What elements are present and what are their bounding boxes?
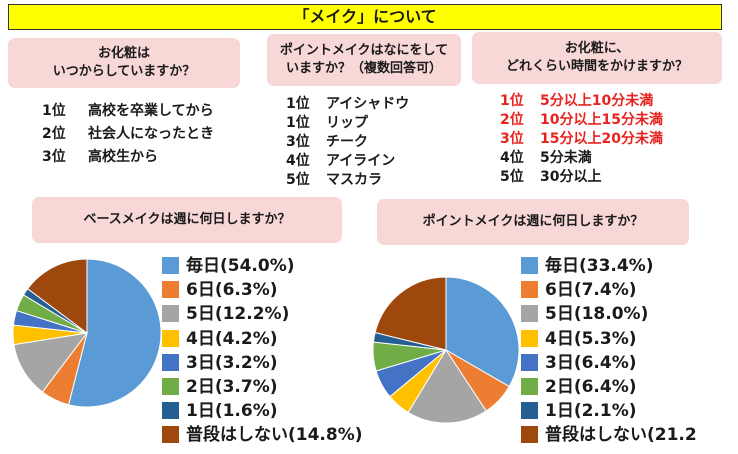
page-title: 「メイク」について (8, 4, 722, 30)
legend-label: 4日(4.2%) (186, 328, 278, 349)
legend-base-makeup: 毎日(54.0%) 6日(6.3%) 5日(12.2%) 4日(4.2%) 3日(3.2… (162, 255, 372, 451)
legend-label: 2日(6.4%) (545, 377, 637, 397)
legend-label: 1日(1.6%) (186, 401, 278, 422)
answer-rank: 1位 (286, 115, 310, 131)
legend-label: 1日(2.1%) (545, 401, 637, 422)
legend-swatch (521, 305, 538, 323)
pie-slice-8 (26, 258, 88, 334)
answer-row: 5位 30分以上 (500, 167, 601, 187)
legend-swatch (521, 257, 538, 274)
legend-label: 2日(3.7%) (186, 377, 278, 397)
answer-text: チーク (326, 134, 368, 150)
question-line: お化粧は (97, 46, 150, 61)
answer-row: 4位 5分未満 (500, 148, 592, 168)
answer-rank: 3位 (286, 134, 310, 150)
answer-text: リップ (326, 115, 368, 131)
legend-swatch (162, 402, 179, 420)
answer-text: 社会人になったとき (88, 126, 214, 142)
answer-rank: 5位 (286, 172, 310, 188)
legend-swatch (162, 426, 179, 444)
answer-text: アイシャドウ (326, 96, 410, 112)
answer-rank: 2位 (500, 112, 524, 128)
answer-text: 5分以上10分未満 (540, 93, 654, 109)
answer-text: 5分未満 (540, 150, 592, 166)
legend-label: 4日(5.3%) (545, 328, 637, 349)
legend-swatch (521, 353, 538, 371)
question-line: いつからしていますか？ (52, 64, 196, 79)
answer-row: 1位 高校を卒業してから (42, 101, 214, 121)
answer-text: 15分以上20分未満 (540, 131, 663, 147)
legend-point-makeup: 毎日(33.4%) 6日(7.4%) 5日(18.0%) 4日(5.3%) 3日(6.4… (521, 255, 738, 451)
answer-rank: 1位 (500, 93, 524, 109)
legend-swatch (162, 305, 179, 323)
pie-slice-3 (407, 349, 487, 424)
answer-rank: 1位 (286, 96, 310, 112)
answer-text: マスカラ (326, 172, 382, 188)
legend-label: 6日(7.4%) (545, 280, 637, 301)
answer-rank: 3位 (42, 149, 66, 165)
legend-label: 毎日(33.4%) (545, 256, 654, 276)
legend-swatch (162, 329, 179, 347)
answer-row: 3位 チーク (286, 132, 368, 152)
answer-row-highlight: 1位 5分以上10分未満 (500, 91, 653, 111)
legend-label: 5日(18.0%) (545, 304, 649, 325)
pie-chart-base-makeup (12, 258, 162, 408)
pie-chart-point-makeup (372, 276, 520, 424)
answer-rank: 5位 (500, 169, 524, 185)
legend-label: 3日(6.4%) (545, 352, 637, 373)
legend-swatch (162, 257, 179, 274)
chart-title-point-makeup: ポイントメイクは週に何日しますか？ (377, 199, 689, 245)
answer-row: 2位 社会人になったとき (42, 124, 214, 144)
answer-row: 1位 リップ (286, 113, 368, 133)
answer-rank: 2位 (42, 126, 66, 142)
answer-text: 10分以上15分未満 (540, 112, 663, 128)
legend-swatch (521, 281, 538, 299)
legend-swatch (162, 353, 179, 371)
legend-swatch (521, 378, 538, 395)
answer-text: 高校を卒業してから (88, 103, 214, 119)
question-box-point-makeup: ポイントメイクはなにをして いますか？（複数回答可） (267, 34, 461, 86)
question-line: お化粧に、 (564, 41, 630, 56)
answer-rank: 3位 (500, 131, 524, 147)
question-line: ポイントメイクはなにをして (279, 43, 449, 58)
legend-label: 6日(6.3%) (186, 280, 278, 301)
legend-swatch (521, 329, 538, 347)
question-box-time-spent: お化粧に、 どれくらい時間をかけますか？ (472, 32, 722, 84)
chart-title: ポイントメイクは週に何日しますか？ (422, 214, 644, 229)
legend-swatch (521, 402, 538, 420)
answer-row: 4位 アイライン (286, 151, 395, 171)
answer-rank: 4位 (500, 150, 524, 166)
legend-label: 普段はしない(14.8%) (186, 425, 363, 446)
legend-label: 普段はしない(21.2 (545, 425, 697, 446)
question-line: いますか？（複数回答可） (285, 61, 442, 76)
legend-swatch (162, 281, 179, 299)
pie-slice-1 (67, 258, 162, 408)
answer-rank: 4位 (286, 153, 310, 169)
answer-rank: 1位 (42, 103, 66, 119)
answer-row-highlight: 2位 10分以上15分未満 (500, 110, 663, 130)
pie-slice-1 (445, 276, 520, 388)
legend-swatch (162, 378, 179, 395)
pie-slice-8 (374, 276, 447, 351)
legend-label: 3日(3.2%) (186, 352, 278, 373)
legend-swatch (521, 426, 538, 444)
question-box-start-age: お化粧は いつからしていますか？ (8, 38, 240, 88)
chart-title-base-makeup: ベースメイクは週に何日しますか？ (32, 197, 342, 243)
answer-text: 30分以上 (540, 169, 602, 185)
answer-row-highlight: 3位 15分以上20分未満 (500, 129, 663, 149)
legend-label: 5日(12.2%) (186, 304, 290, 325)
answer-row: 3位 高校生から (42, 147, 158, 167)
answer-row: 5位 マスカラ (286, 170, 382, 190)
question-line: どれくらい時間をかけますか？ (505, 59, 688, 74)
chart-title: ベースメイクは週に何日しますか？ (83, 212, 291, 227)
answer-text: 高校生から (88, 149, 158, 165)
answer-row: 1位 アイシャドウ (286, 94, 409, 114)
answer-text: アイライン (326, 153, 396, 169)
legend-label: 毎日(54.0%) (186, 256, 295, 276)
